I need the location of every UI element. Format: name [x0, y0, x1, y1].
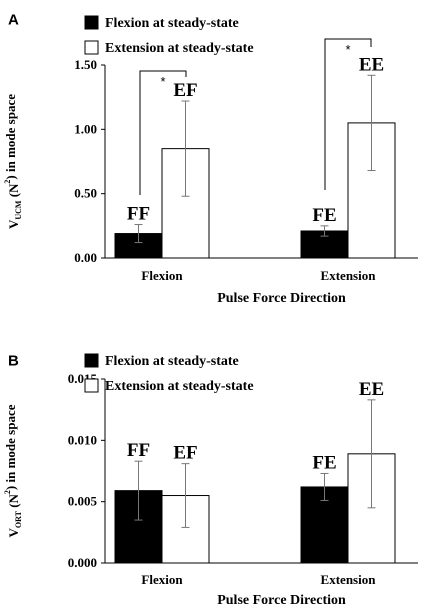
y-tick-label: 1.00: [74, 121, 97, 136]
bar-data-label: EE: [359, 54, 384, 75]
x-category-label: Flexion: [141, 268, 183, 283]
significance-star: *: [160, 74, 165, 89]
y-axis-title-part: V: [6, 528, 21, 538]
y-axis-title: VORT (N2) in mode space: [3, 404, 23, 537]
bar-data-label: FF: [127, 440, 150, 461]
bar-data-label: EF: [173, 80, 197, 101]
y-axis-title-part: ) in mode space: [3, 404, 18, 490]
panel-label: A: [8, 11, 19, 28]
y-axis-title-part: (N: [6, 183, 21, 201]
y-tick-label: 0.010: [68, 432, 97, 447]
x-axis-title: Pulse Force Direction: [217, 291, 346, 306]
x-category-label: Flexion: [141, 572, 183, 587]
bar-data-label: EF: [173, 443, 197, 464]
legend-label: Flexion at steady-state: [105, 354, 239, 369]
significance-bracket: [139, 70, 187, 195]
legend-swatch: [84, 353, 99, 368]
legend-label: Extension at steady-state: [105, 41, 254, 56]
y-axis-title: VUCM (N2) in mode space: [3, 94, 23, 229]
y-axis-title-part: ) in mode space: [3, 94, 18, 180]
y-axis-title-part: 2: [3, 490, 12, 494]
significance-star: *: [345, 42, 350, 57]
legend-swatch: [84, 378, 99, 393]
y-tick-label: 0.005: [68, 494, 98, 509]
bar-data-label: FE: [312, 205, 336, 226]
legend-swatch: [84, 15, 99, 30]
y-axis-title-part: UCM: [14, 200, 23, 220]
x-category-label: Extension: [321, 268, 377, 283]
panel-label: B: [8, 352, 19, 369]
x-category-label: Extension: [321, 572, 377, 587]
y-axis-title-part: (N: [6, 493, 21, 511]
legend-label: Flexion at steady-state: [105, 16, 239, 31]
y-tick-label: 0.000: [68, 555, 97, 570]
y-axis-title-part: 2: [3, 180, 12, 184]
y-axis-title-part: V: [6, 219, 21, 229]
legend-label: Extension at steady-state: [105, 379, 254, 394]
x-axis-title: Pulse Force Direction: [217, 593, 346, 608]
bar-data-label: FE: [312, 452, 336, 473]
chart-panel-a: A 0.00 0.50 1.00 1.50 Flexion Extension Pulse F…: [3, 11, 418, 306]
y-tick-label: 0.50: [74, 186, 97, 201]
bar-data-label: EE: [359, 379, 384, 400]
bar-data-label: FF: [127, 204, 150, 225]
y-tick-label: 1.50: [74, 57, 97, 72]
y-tick-label: 0.00: [74, 250, 97, 265]
significance-bracket: [324, 38, 372, 190]
y-axis-title-part: ORT: [14, 510, 23, 528]
legend-swatch: [84, 40, 99, 55]
